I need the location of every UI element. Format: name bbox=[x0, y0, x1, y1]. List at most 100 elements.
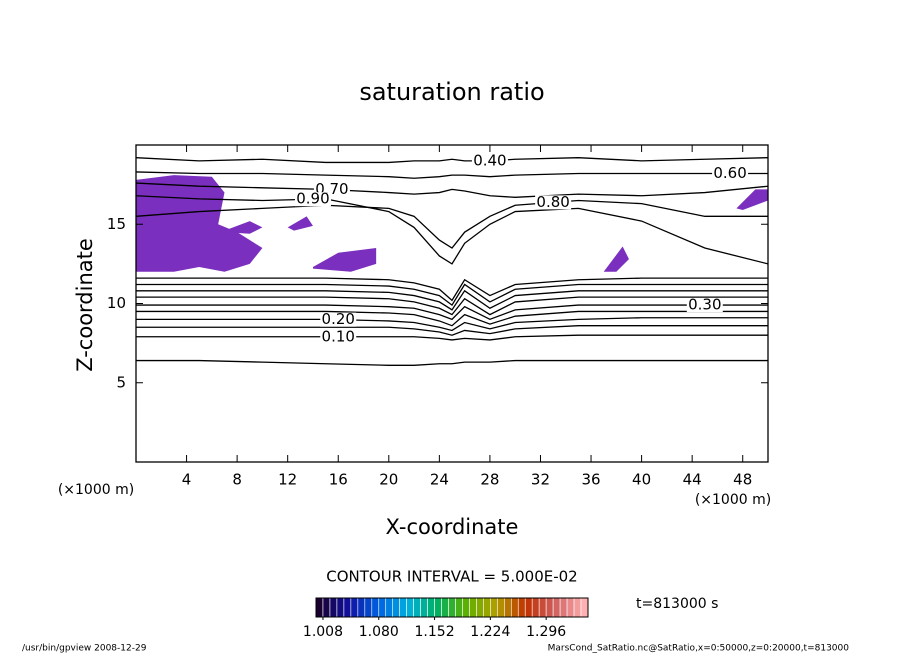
colorbar-bin bbox=[545, 597, 554, 618]
contour-label: 0.90 bbox=[296, 190, 329, 208]
contour-label: 0.10 bbox=[322, 327, 355, 345]
colorbar-bin bbox=[385, 597, 394, 618]
contour-label-bg bbox=[471, 153, 508, 168]
colorbar-bin bbox=[573, 597, 582, 618]
contour-line bbox=[136, 283, 768, 307]
footer-right: MarsCond_SatRatio.nc@SatRatio,x=0:50000,… bbox=[548, 644, 850, 654]
x-tick-label: 16 bbox=[329, 471, 348, 489]
colorbar-bin bbox=[336, 597, 345, 618]
colorbar-bin bbox=[399, 597, 407, 618]
plot-area: 0.100.200.300.400.600.700.800.90 bbox=[136, 151, 768, 366]
colorbar-bin bbox=[462, 597, 470, 618]
colorbar-tick-label: 1.152 bbox=[415, 624, 455, 640]
colorbar-bin bbox=[434, 597, 442, 618]
contour-label: 0.40 bbox=[473, 151, 506, 169]
x-tick-label: 8 bbox=[232, 471, 242, 489]
x-tick-label: 40 bbox=[632, 471, 651, 489]
contour-label: 0.80 bbox=[536, 193, 569, 211]
footer-left: /usr/bin/gpview 2008-12-29 bbox=[22, 644, 147, 654]
x-tick-label: 32 bbox=[531, 471, 550, 489]
colorbar-bin bbox=[315, 597, 324, 618]
colorbar-bin bbox=[538, 597, 547, 618]
contour-label-bg bbox=[535, 195, 572, 210]
contour-label-bg bbox=[320, 329, 357, 344]
supersaturated-region bbox=[603, 246, 629, 272]
colorbar-bin bbox=[427, 597, 435, 618]
colorbar-bin bbox=[371, 597, 380, 618]
contour-label: 0.30 bbox=[688, 296, 721, 314]
contour-label: 0.60 bbox=[713, 164, 746, 182]
colorbar-bin bbox=[524, 597, 533, 618]
contour-line bbox=[136, 195, 768, 265]
y-tick-label: 5 bbox=[116, 373, 126, 391]
contour-label-bg bbox=[686, 298, 723, 313]
colorbar-bin bbox=[531, 597, 540, 618]
colorbar-bin bbox=[364, 597, 373, 618]
contour-line bbox=[136, 310, 768, 327]
contour-label-bg bbox=[294, 192, 331, 207]
colorbar-bin bbox=[406, 597, 414, 618]
colorbar-bin bbox=[517, 597, 526, 618]
x-tick-label: 44 bbox=[683, 471, 702, 489]
supersaturated-region bbox=[287, 216, 313, 231]
colorbar-bin bbox=[378, 597, 387, 618]
colorbar-bin bbox=[413, 597, 421, 618]
contour-line bbox=[136, 157, 768, 164]
supersaturated-region bbox=[136, 175, 263, 272]
y-axis-unit: (×1000 m) bbox=[58, 482, 134, 498]
colorbar-bin bbox=[357, 597, 366, 618]
supersaturated-region bbox=[736, 189, 768, 210]
x-tick-label: 12 bbox=[278, 471, 297, 489]
colorbar-bin bbox=[490, 597, 498, 618]
contour-line bbox=[136, 171, 768, 179]
x-tick-label: 4 bbox=[182, 471, 192, 489]
contour-interval: CONTOUR INTERVAL = 5.000E-02 bbox=[326, 568, 577, 586]
contour-line bbox=[136, 296, 768, 316]
colorbar-bin bbox=[392, 597, 400, 618]
colorbar-bin bbox=[441, 597, 449, 618]
colorbar-bin bbox=[420, 597, 428, 618]
contour-label-bg bbox=[712, 166, 749, 181]
contour-line bbox=[136, 317, 768, 332]
x-tick-label: 28 bbox=[480, 471, 499, 489]
contour-line bbox=[136, 304, 768, 321]
x-tick-label: 48 bbox=[733, 471, 752, 489]
contour-line bbox=[136, 359, 768, 366]
colorbar-tick-label: 1.080 bbox=[359, 624, 399, 640]
colorbar-bin bbox=[559, 597, 568, 618]
colorbar-bin bbox=[510, 597, 519, 618]
y-tick-label: 15 bbox=[107, 215, 126, 233]
colorbar-bin bbox=[497, 597, 505, 618]
colorbar-tick-label: 1.296 bbox=[526, 624, 566, 640]
colorbar-bin bbox=[322, 597, 331, 618]
colorbar-tick-label: 1.008 bbox=[303, 624, 343, 640]
chart-title: saturation ratio bbox=[359, 78, 544, 106]
supersaturated-region bbox=[312, 248, 377, 272]
plot-frame bbox=[135, 144, 769, 463]
colorbar-frame bbox=[315, 597, 589, 618]
contour-line bbox=[136, 334, 768, 341]
x-tick-label: 20 bbox=[379, 471, 398, 489]
contour-line bbox=[136, 182, 768, 198]
contour-line bbox=[136, 199, 768, 249]
colorbar-bin bbox=[469, 597, 477, 618]
colorbar-bin bbox=[350, 597, 359, 618]
contour-line bbox=[136, 289, 768, 311]
time-label: t=813000 s bbox=[636, 596, 718, 612]
x-tick-label: 24 bbox=[430, 471, 449, 489]
colorbar-bin bbox=[483, 597, 491, 618]
x-tick-label: 36 bbox=[581, 471, 600, 489]
y-axis-label: Z-coordinate bbox=[73, 238, 97, 372]
contour-line bbox=[136, 325, 768, 336]
contour-label-bg bbox=[320, 312, 357, 327]
colorbar-tick-label: 1.224 bbox=[470, 624, 510, 640]
y-tick-label: 10 bbox=[107, 294, 126, 312]
x-axis-label: X-coordinate bbox=[386, 515, 519, 539]
colorbar-bin bbox=[552, 597, 561, 618]
colorbar-bin bbox=[504, 597, 512, 618]
colorbar-bin bbox=[455, 597, 463, 618]
contour-label: 0.20 bbox=[322, 310, 355, 328]
colorbar-bin bbox=[329, 597, 338, 618]
